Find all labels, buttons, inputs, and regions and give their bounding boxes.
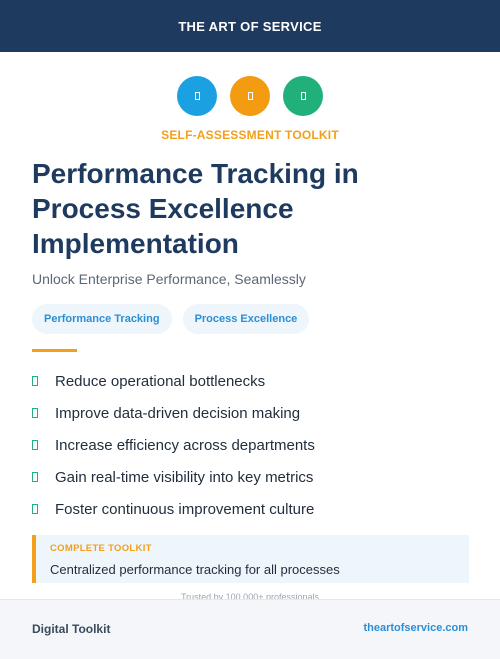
benefit-text: Increase efficiency across departments bbox=[55, 436, 315, 454]
trusted-note: Trusted by 100,000+ professionals bbox=[180, 592, 319, 602]
page-title: Performance Tracking in Process Excellen… bbox=[32, 158, 359, 259]
accent-divider bbox=[32, 349, 77, 352]
footer-label: Digital Toolkit bbox=[32, 622, 111, 636]
check-icon bbox=[32, 408, 38, 418]
list-item: Improve data-driven decision making bbox=[32, 397, 315, 429]
list-item: Gain real-time visibility into key metri… bbox=[32, 461, 315, 493]
check-icon bbox=[32, 376, 38, 386]
tile-icon bbox=[177, 76, 217, 116]
callout-text: Centralized performance tracking for all… bbox=[50, 562, 340, 577]
list-item: Foster continuous improvement culture bbox=[32, 493, 315, 525]
benefit-text: Foster continuous improvement culture bbox=[55, 500, 315, 518]
benefit-text: Gain real-time visibility into key metri… bbox=[55, 468, 314, 486]
brand-title: THE ART OF SERVICE bbox=[178, 18, 322, 34]
page-subtitle: Unlock Enterprise Performance, Seamlessl… bbox=[32, 271, 306, 287]
list-item: Reduce operational bottlenecks bbox=[32, 365, 315, 397]
header-bar: THE ART OF SERVICE bbox=[0, 0, 500, 52]
tile-icon bbox=[283, 76, 323, 116]
check-icon bbox=[32, 440, 38, 450]
check-icon bbox=[32, 504, 38, 514]
toolkit-kicker: SELF-ASSESSMENT TOOLKIT bbox=[161, 128, 339, 142]
check-icon bbox=[32, 472, 38, 482]
callout-label: COMPLETE TOOLKIT bbox=[50, 543, 152, 554]
benefit-list: Reduce operational bottlenecks Improve d… bbox=[32, 365, 315, 525]
toolkit-callout: COMPLETE TOOLKIT Centralized performance… bbox=[32, 535, 469, 583]
tag-process-excellence[interactable]: Process Excellence bbox=[182, 304, 310, 334]
tag-performance-tracking[interactable]: Performance Tracking bbox=[32, 304, 172, 334]
footer: Digital Toolkit theartofservice.com bbox=[0, 599, 500, 659]
website-link[interactable]: theartofservice.com bbox=[363, 622, 468, 634]
list-item: Increase efficiency across departments bbox=[32, 429, 315, 461]
benefit-text: Reduce operational bottlenecks bbox=[55, 372, 266, 390]
icon-row bbox=[0, 76, 500, 116]
tag-list: Performance Tracking Process Excellence bbox=[32, 304, 310, 334]
benefit-text: Improve data-driven decision making bbox=[55, 404, 301, 422]
tile-icon bbox=[230, 76, 270, 116]
